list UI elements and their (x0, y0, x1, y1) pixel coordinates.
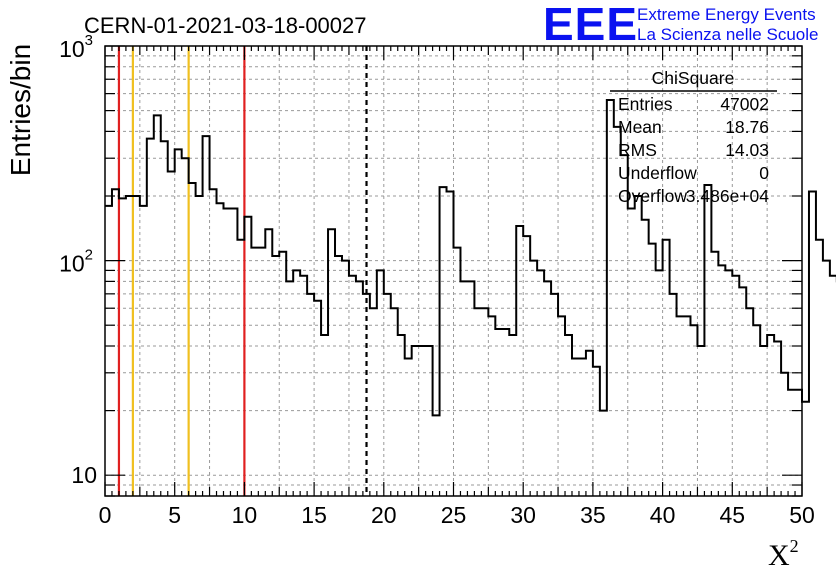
x-tick-label: 20 (371, 502, 397, 528)
stats-title: ChiSquare (652, 68, 735, 88)
y-tick-label: 102 (59, 247, 93, 277)
stats-rms-label: RMS (618, 140, 657, 160)
y-tick-label-base: 10 (59, 36, 85, 62)
y-tick-label-base: 10 (59, 251, 85, 277)
stats-entries-label: Entries (618, 94, 673, 114)
stats-overflow-label: Overflow (618, 186, 687, 206)
x-axis-label-exponent: 2 (790, 536, 799, 556)
histogram-line (105, 99, 836, 417)
x-tick-label: 50 (789, 502, 815, 528)
stats-overflow-value: 3.486e+04 (686, 186, 769, 206)
x-tick-label: 35 (580, 502, 606, 528)
histogram-series (105, 99, 836, 417)
x-axis-label: X2 (768, 536, 799, 572)
stats-mean-value: 18.76 (725, 117, 769, 137)
x-tick-label: 45 (720, 502, 746, 528)
threshold-lines (117, 46, 368, 496)
x-tick-label: 15 (301, 502, 327, 528)
x-tick-label: 30 (510, 502, 536, 528)
stats-underflow-value: 0 (759, 163, 769, 183)
x-axis-label-symbol: X (768, 539, 790, 572)
stats-box: ChiSquare Entries 47002 Mean 18.76 RMS 1… (610, 68, 777, 206)
x-tick-label: 0 (99, 502, 112, 528)
x-tick-label: 10 (232, 502, 258, 528)
stats-mean-label: Mean (618, 117, 662, 137)
eee-logo-line2: La Scienza nelle Scuole (637, 25, 818, 44)
x-tick-label: 25 (441, 502, 467, 528)
y-axis-label: Entries/bin (5, 44, 36, 176)
stats-entries-value: 47002 (720, 94, 769, 114)
chart-title: CERN-01-2021-03-18-00027 (84, 13, 367, 38)
eee-logo-line1: Extreme Energy Events (637, 5, 816, 24)
y-tick-label-exponent: 2 (85, 247, 93, 264)
x-tick-label: 40 (650, 502, 676, 528)
x-tick-label: 5 (168, 502, 181, 528)
y-tick-label: 10 (71, 462, 97, 488)
y-tick-label: 103 (59, 32, 93, 62)
eee-logo: EEE Extreme Energy Events La Scienza nel… (543, 0, 818, 50)
stats-underflow-label: Underflow (618, 163, 697, 183)
eee-logo-mark: EEE (543, 0, 638, 50)
y-tick-label-exponent: 3 (85, 32, 93, 49)
x-axis-ticks: 0 5 10 15 20 25 30 35 40 45 50 (99, 46, 815, 528)
stats-rms-value: 14.03 (725, 140, 769, 160)
